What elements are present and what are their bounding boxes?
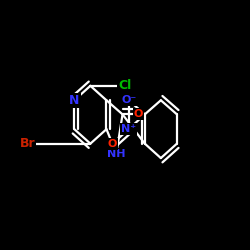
- Text: NH: NH: [107, 148, 126, 158]
- Text: O: O: [108, 139, 117, 149]
- Text: Br: Br: [20, 137, 35, 150]
- Text: O: O: [134, 109, 143, 119]
- Text: N: N: [69, 94, 80, 107]
- Text: Cl: Cl: [118, 79, 132, 92]
- Text: N⁺: N⁺: [121, 124, 136, 134]
- Text: O⁻: O⁻: [121, 95, 136, 105]
